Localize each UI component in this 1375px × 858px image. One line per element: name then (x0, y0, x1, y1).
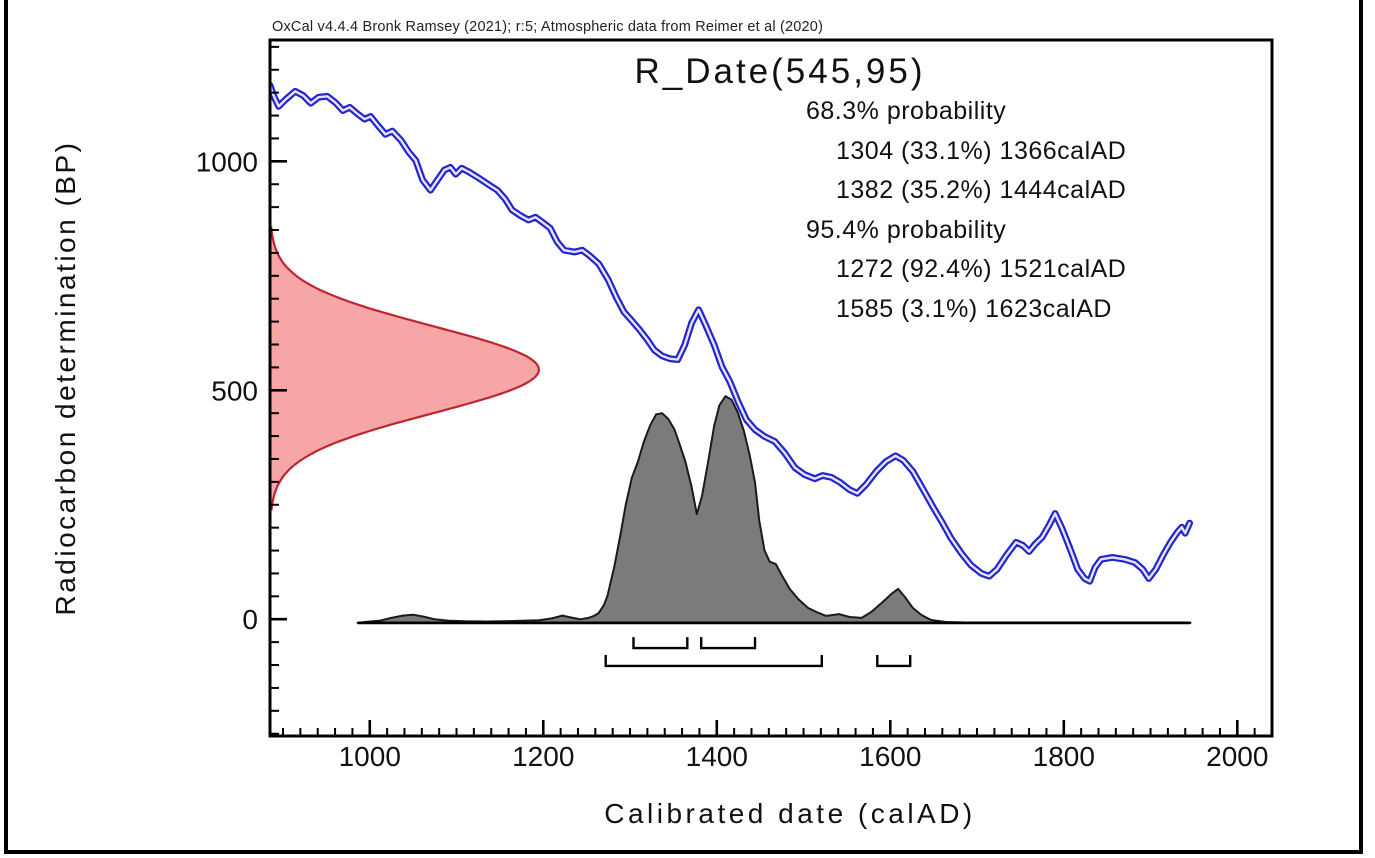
x-tick-label: 1800 (1033, 741, 1095, 772)
range-bracket-95 (604, 655, 823, 668)
probability-result-line: 1272 (92.4%) 1521calAD (836, 255, 1127, 283)
x-tick-label: 1200 (512, 741, 574, 772)
x-tick-label: 1000 (339, 741, 401, 772)
range-bracket-68 (632, 637, 689, 650)
x-tick-label: 2000 (1206, 741, 1268, 772)
x-tick-label: 1400 (686, 741, 748, 772)
probability-result-line: 1304 (33.1%) 1366calAD (836, 136, 1127, 165)
plot-frame (268, 38, 1274, 738)
range-bracket-68 (700, 637, 757, 650)
y-tick-label: 500 (211, 375, 258, 406)
attribution-text: OxCal v4.4.4 Bronk Ramsey (2021); r:5; A… (272, 19, 824, 35)
probability-result-line: 1585 (3.1%) 1623calAD (836, 294, 1112, 323)
likelihood-distribution (269, 226, 541, 511)
y-tick-label: 0 (242, 604, 258, 635)
posterior-distribution (356, 395, 1192, 624)
probability-result-line: 68.3% probability (806, 97, 1007, 125)
page-title: R_Date(545,95) (634, 52, 926, 91)
calibration-curve-core (269, 84, 1191, 583)
range-bracket-95 (876, 655, 912, 668)
probability-results-block: 68.3% probability 1304 (33.1%) 1366calAD 1… (806, 92, 1126, 329)
x-tick-label: 1600 (859, 741, 921, 772)
y-axis-title: Radiocarbon determination (BP) (50, 140, 81, 616)
probability-result-line: 1382 (35.2%) 1444calAD (836, 176, 1127, 204)
y-tick-label: 1000 (196, 146, 258, 177)
x-axis-title: Calibrated date (calAD) (604, 798, 976, 829)
probability-result-line: 95.4% probability (806, 215, 1007, 244)
